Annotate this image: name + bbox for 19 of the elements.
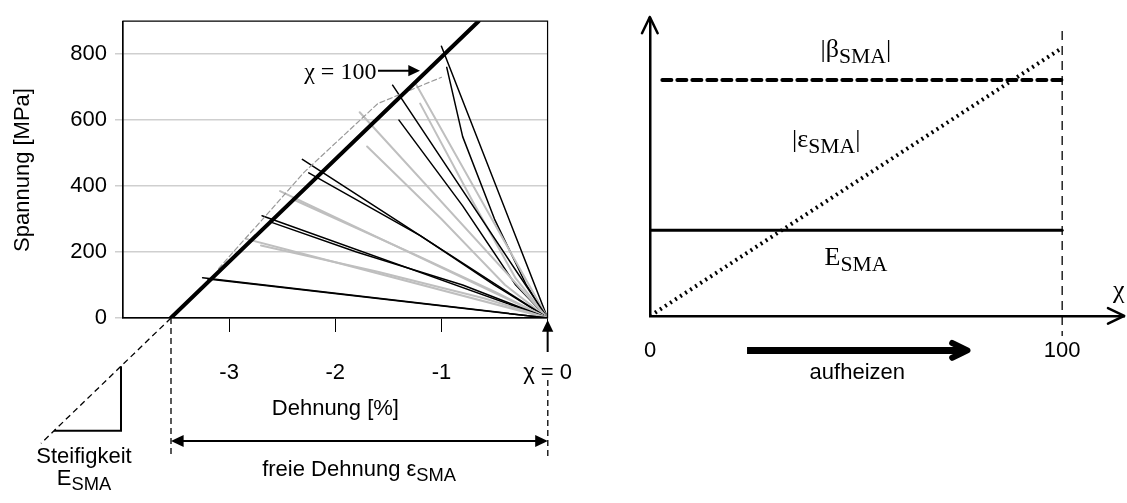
y-tick-label: 800 <box>70 40 107 66</box>
x-tick-label: -1 <box>431 359 452 385</box>
y-tick-label: 200 <box>70 238 107 264</box>
y-axis-title: Spannung [MPa] <box>8 87 34 252</box>
x-tick-label: -2 <box>325 359 346 385</box>
x-axis-title: Dehnung [%] <box>271 395 399 420</box>
series-label: |β$_{SMA}$| <box>820 34 892 69</box>
y-tick-label: 600 <box>70 106 107 132</box>
x-tick-label: -3 <box>219 359 239 385</box>
x-tick-label: χ = 0 <box>523 359 572 385</box>
text: freie Dehnung ε$_{SMA}$ <box>262 455 457 485</box>
text: Steifigkeit E$_{SMA}$ <box>36 442 132 495</box>
text: aufheizen <box>809 359 906 384</box>
annotation: χ = 100 <box>304 57 377 84</box>
x-axis-title: χ <box>1113 275 1125 304</box>
y-tick-label: 400 <box>70 172 107 198</box>
series-label: |ε$_{SMA}$| <box>792 123 861 159</box>
series-label: E$_{SMA}$ <box>824 242 888 277</box>
x-tick-label: 100 <box>1043 337 1081 363</box>
